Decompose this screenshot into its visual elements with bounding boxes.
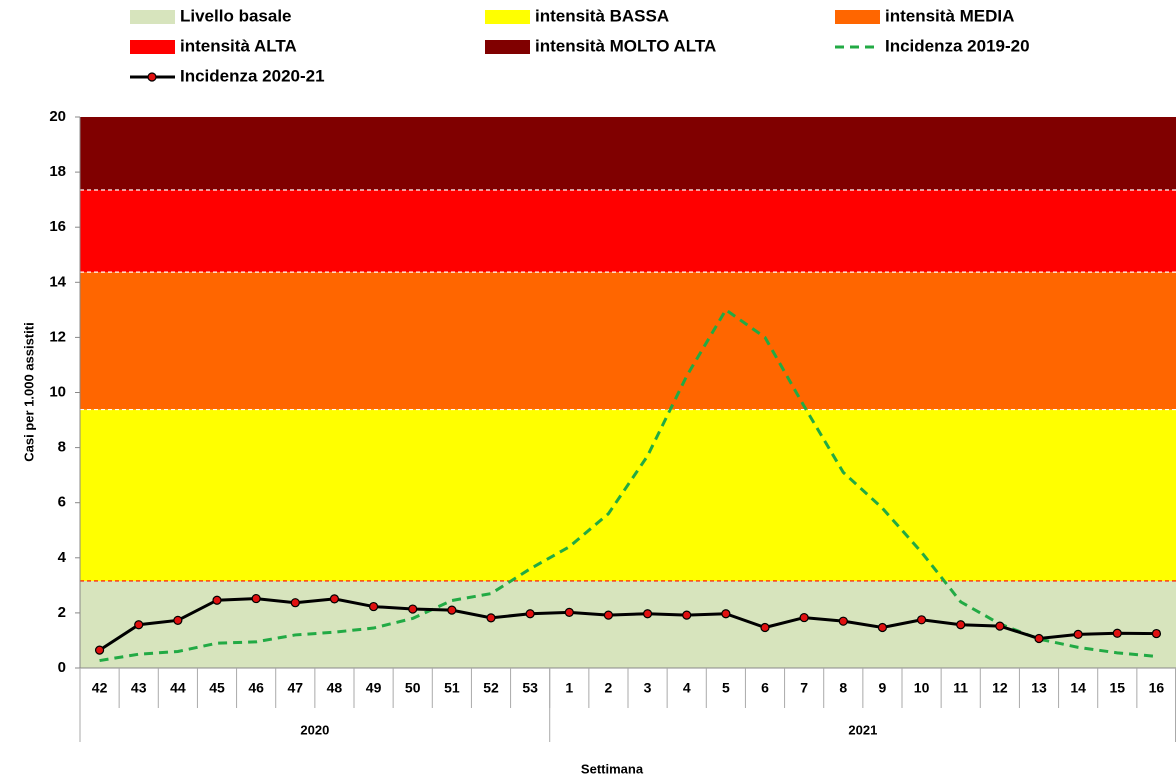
marker	[682, 610, 692, 620]
x-tick-label: 9	[879, 680, 887, 696]
marker	[721, 609, 731, 619]
intensity-band	[80, 580, 1176, 668]
group-label: 2020	[300, 722, 329, 737]
marker	[916, 615, 927, 625]
series-line	[98, 597, 1157, 652]
x-tick-label: 11	[953, 680, 968, 696]
legend-label: intensità BASSA	[535, 6, 669, 25]
series-line	[99, 307, 1157, 663]
x-tick-label: 51	[444, 680, 460, 696]
y-tick-label: 8	[58, 439, 66, 456]
x-tick-label: 42	[92, 680, 108, 696]
marker	[564, 607, 574, 617]
marker	[799, 612, 809, 623]
y-tick-label: 6	[58, 494, 66, 511]
x-tick-label: 4	[683, 680, 691, 696]
x-tick-label: 7	[800, 680, 808, 696]
legend-marker	[147, 72, 157, 82]
marker	[956, 620, 966, 630]
marker	[408, 604, 418, 614]
y-tick-label: 12	[49, 328, 66, 345]
legend-label: intensità ALTA	[180, 36, 297, 55]
y-tick-label: 14	[49, 273, 66, 290]
x-tick-label: 43	[131, 680, 147, 696]
x-tick-label: 3	[644, 680, 652, 696]
legend-swatch	[485, 40, 530, 54]
marker	[995, 621, 1005, 631]
marker	[212, 595, 222, 605]
x-tick-label: 13	[1031, 680, 1047, 696]
x-tick-label: 44	[170, 680, 186, 696]
x-tick-label: 16	[1149, 680, 1165, 696]
marker	[173, 615, 183, 625]
legend-label: intensità MOLTO ALTA	[535, 36, 716, 55]
marker	[1112, 628, 1122, 638]
marker	[290, 598, 300, 608]
marker	[525, 609, 535, 619]
intensity-band	[80, 409, 1176, 581]
x-tick-label: 5	[722, 680, 730, 696]
marker	[877, 622, 888, 633]
x-tick-label: 53	[522, 680, 538, 696]
y-tick-label: 18	[49, 163, 66, 180]
group-label: 2021	[848, 722, 877, 737]
x-tick-label: 1	[565, 680, 573, 696]
x-tick-label: 47	[287, 680, 303, 696]
marker	[642, 609, 653, 619]
x-tick-label: 49	[366, 680, 382, 696]
x-tick-label: 48	[327, 680, 343, 696]
legend-label: Livello basale	[180, 6, 292, 25]
legend-label: Incidenza 2020-21	[180, 66, 325, 85]
marker	[368, 601, 379, 612]
y-axis-label: Casi per 1.000 assistiti	[21, 322, 36, 461]
y-tick-label: 4	[58, 549, 67, 566]
marker	[838, 616, 848, 626]
x-tick-label: 8	[839, 680, 847, 696]
x-tick-label: 12	[992, 680, 1008, 696]
marker	[603, 610, 614, 620]
legend-swatch	[485, 10, 530, 24]
legend-swatch	[130, 40, 175, 54]
x-tick-label: 52	[483, 680, 499, 696]
y-tick-label: 20	[49, 108, 66, 125]
marker	[1073, 629, 1083, 639]
x-tick-label: 15	[1109, 680, 1125, 696]
x-axis-label: Settimana	[581, 761, 644, 776]
y-tick-label: 10	[49, 383, 66, 400]
marker	[447, 605, 457, 615]
marker	[760, 622, 770, 633]
y-tick-label: 2	[58, 604, 66, 621]
x-tick-label: 46	[248, 680, 264, 696]
marker	[251, 593, 261, 604]
marker	[134, 620, 144, 630]
x-tick-label: 10	[914, 680, 930, 696]
y-tick-label: 16	[49, 218, 66, 235]
intensity-band	[80, 190, 1176, 273]
legend-swatch	[130, 10, 175, 24]
x-tick-label: 50	[405, 680, 421, 696]
x-tick-label: 45	[209, 680, 225, 696]
x-tick-label: 2	[605, 680, 613, 696]
x-tick-label: 14	[1070, 680, 1086, 696]
legend-label: intensità MEDIA	[885, 6, 1014, 25]
marker	[486, 613, 496, 623]
legend-label: Incidenza 2019-20	[885, 36, 1030, 55]
x-tick-label: 6	[761, 680, 769, 696]
intensity-band	[80, 272, 1176, 410]
marker	[329, 594, 340, 604]
marker	[1151, 628, 1162, 639]
marker	[94, 645, 105, 655]
y-tick-label: 0	[58, 659, 66, 676]
legend-swatch	[835, 10, 880, 24]
intensity-band	[80, 117, 1176, 191]
marker	[1034, 633, 1044, 644]
